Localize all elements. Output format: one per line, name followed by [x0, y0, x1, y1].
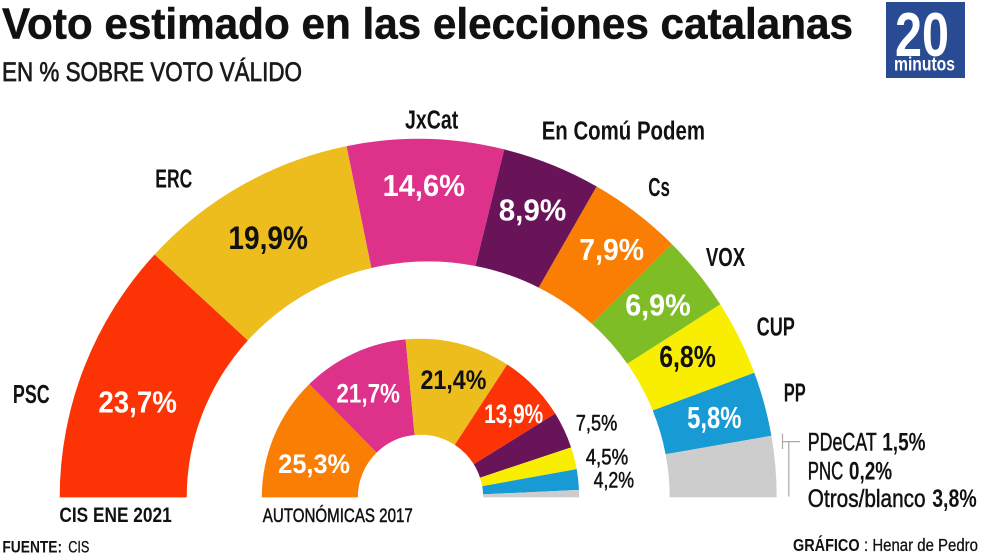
- svg-text:6,8%: 6,8%: [659, 339, 716, 374]
- svg-text:JxCat: JxCat: [405, 106, 459, 134]
- svg-text:Voto estimado en las eleccione: Voto estimado en las elecciones catalana…: [2, 1, 853, 49]
- svg-text:minutos: minutos: [894, 54, 955, 76]
- svg-text:6,9%: 6,9%: [625, 287, 691, 322]
- svg-text:GRÁFICO: GRÁFICO: [793, 534, 860, 555]
- svg-text:EN % SOBRE VOTO VÁLIDO: EN % SOBRE VOTO VÁLIDO: [2, 57, 302, 87]
- svg-text:21,7%: 21,7%: [336, 379, 400, 409]
- svg-text:PP: PP: [784, 380, 806, 408]
- svg-text:13,9%: 13,9%: [484, 399, 543, 429]
- svg-text:5,8%: 5,8%: [687, 400, 741, 435]
- svg-text:Cs: Cs: [648, 174, 670, 202]
- svg-text:En Comú Podem: En Comú Podem: [542, 117, 705, 145]
- svg-text:21,4%: 21,4%: [421, 365, 487, 395]
- svg-text:VOX: VOX: [706, 244, 745, 272]
- svg-text:19,9%: 19,9%: [228, 220, 308, 256]
- svg-text:4,5%: 4,5%: [586, 444, 629, 469]
- svg-text:4,2%: 4,2%: [594, 467, 635, 492]
- svg-text:CIS ENE 2021: CIS ENE 2021: [59, 503, 171, 527]
- svg-text:: Henar de Pedro: : Henar de Pedro: [864, 535, 978, 555]
- svg-text:23,7%: 23,7%: [98, 385, 176, 420]
- svg-text:CIS: CIS: [68, 539, 89, 556]
- svg-text:0,2%: 0,2%: [849, 458, 892, 485]
- svg-text:PSC: PSC: [13, 381, 50, 409]
- svg-text:PDeCAT: PDeCAT: [808, 430, 877, 457]
- svg-text:ERC: ERC: [155, 165, 192, 193]
- svg-text:FUENTE:: FUENTE:: [2, 539, 62, 556]
- svg-text:25,3%: 25,3%: [278, 449, 350, 479]
- svg-text:20: 20: [895, 1, 949, 70]
- svg-text:AUTONÓMICAS 2017: AUTONÓMICAS 2017: [263, 504, 413, 527]
- svg-text:7,5%: 7,5%: [576, 410, 618, 435]
- svg-text:PNC: PNC: [808, 458, 844, 485]
- svg-text:Otros/blanco: Otros/blanco: [808, 486, 926, 513]
- svg-text:14,6%: 14,6%: [383, 168, 465, 203]
- svg-text:3,8%: 3,8%: [932, 486, 977, 513]
- svg-text:7,9%: 7,9%: [579, 232, 644, 267]
- svg-text:CUP: CUP: [757, 314, 795, 342]
- svg-text:1,5%: 1,5%: [882, 430, 925, 457]
- svg-text:8,9%: 8,9%: [499, 192, 567, 227]
